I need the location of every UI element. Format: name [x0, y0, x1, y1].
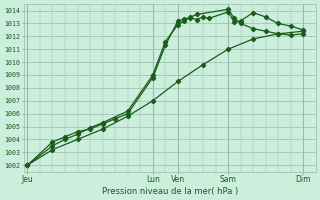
X-axis label: Pression niveau de la mer( hPa ): Pression niveau de la mer( hPa ) [102, 187, 238, 196]
